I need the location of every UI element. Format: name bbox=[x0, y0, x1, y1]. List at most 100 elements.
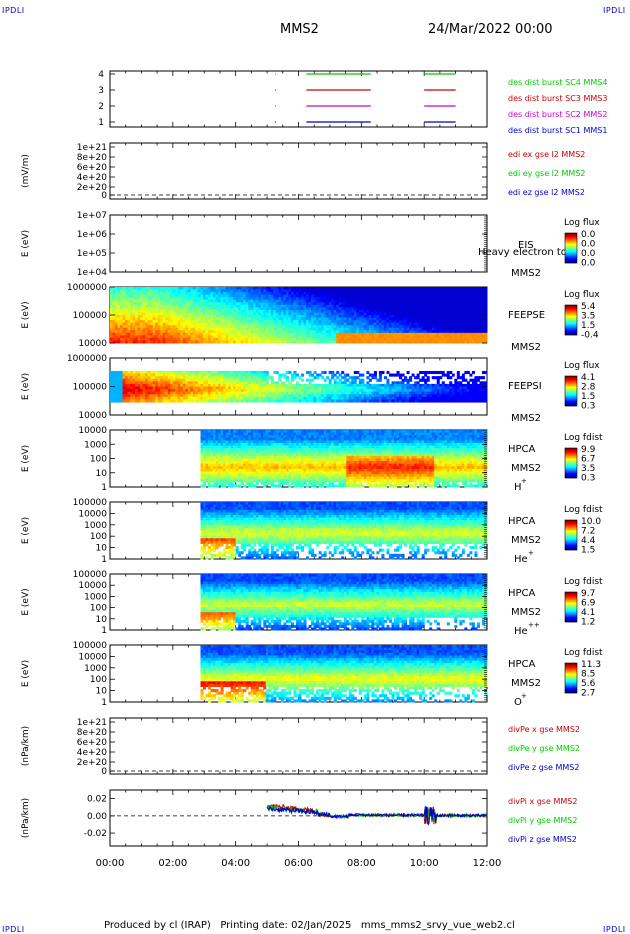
spectrogram-cell bbox=[187, 287, 191, 291]
spectrogram-cell bbox=[404, 320, 408, 324]
spectrogram-cell bbox=[170, 370, 174, 375]
spectrogram-cell bbox=[253, 292, 257, 296]
spectrogram-cell bbox=[185, 373, 189, 377]
spectrogram-cell bbox=[253, 294, 257, 298]
spectrogram-cell bbox=[235, 381, 239, 385]
spectrogram-cell bbox=[200, 312, 204, 316]
spectrogram-cell bbox=[140, 383, 144, 387]
spectrogram-cell bbox=[215, 386, 219, 390]
spectrogram-cell bbox=[436, 335, 440, 339]
spectrogram-cell bbox=[140, 317, 144, 321]
spectrogram-cell bbox=[175, 376, 179, 380]
spectrogram-cell bbox=[363, 332, 367, 336]
spectrogram-cell bbox=[353, 312, 357, 316]
spectrogram-cell bbox=[444, 340, 448, 344]
spectrogram-cell bbox=[150, 381, 154, 385]
spectrogram-cell bbox=[368, 289, 372, 293]
spectrogram-cell bbox=[135, 389, 139, 393]
spectrogram-cell bbox=[127, 309, 131, 313]
spectrogram-cell bbox=[358, 332, 362, 336]
spectrogram-cell bbox=[190, 287, 194, 291]
spectrogram-cell bbox=[208, 394, 212, 398]
spectrogram-cell bbox=[170, 396, 174, 400]
spectrogram-cell bbox=[263, 302, 267, 306]
spectrogram-cell bbox=[268, 330, 272, 334]
spectrogram-cell bbox=[484, 302, 488, 306]
spectrogram-cell bbox=[399, 312, 403, 316]
spectrogram-cell bbox=[479, 315, 483, 319]
burst-legend: des dist burst SC1 MMS1 bbox=[508, 126, 607, 135]
spectrogram-cell bbox=[288, 320, 292, 324]
spectrogram-cell bbox=[165, 340, 169, 344]
spectrogram-cell bbox=[288, 370, 292, 375]
spectrogram-cell bbox=[145, 287, 149, 291]
spectrogram-cell bbox=[383, 289, 387, 293]
spectrogram-cell bbox=[318, 386, 322, 390]
spectrogram-cell bbox=[353, 394, 357, 398]
spectrogram-cell bbox=[461, 287, 465, 291]
spectrogram-cell bbox=[406, 302, 410, 306]
spectrogram-cell bbox=[122, 373, 126, 377]
spectrogram-cell bbox=[416, 294, 420, 298]
spectrogram-cell bbox=[446, 289, 450, 293]
spectrogram-cell bbox=[394, 335, 398, 339]
spectrogram-cell bbox=[213, 304, 217, 308]
spectrogram-cell bbox=[401, 337, 405, 341]
colorbar-cell bbox=[565, 252, 577, 254]
spectrogram-cell bbox=[265, 287, 269, 291]
spectrogram-cell bbox=[378, 389, 382, 393]
spectrogram-cell bbox=[343, 309, 347, 313]
spectrogram-cell bbox=[112, 309, 116, 313]
spectrogram-cell bbox=[145, 378, 149, 382]
spectrogram-cell bbox=[263, 399, 267, 403]
spectrogram-cell bbox=[454, 320, 458, 324]
spectrogram-cell bbox=[399, 389, 403, 393]
spectrogram-cell bbox=[115, 289, 119, 293]
spectrogram-cell bbox=[363, 289, 367, 293]
spectrogram-cell bbox=[132, 317, 136, 321]
spectrogram-cell bbox=[421, 320, 425, 324]
corner-label-bottom-right: IPDLI bbox=[603, 925, 626, 934]
spectrogram-cell bbox=[245, 337, 249, 341]
spectrogram-cell bbox=[192, 315, 196, 319]
spectrogram-cell bbox=[230, 383, 234, 387]
spectrogram-cell bbox=[404, 297, 408, 301]
spectrogram-cell bbox=[130, 294, 134, 298]
spectrogram-cell bbox=[208, 304, 212, 308]
spectrogram-cell bbox=[351, 383, 355, 387]
spectrogram-cell bbox=[182, 307, 186, 311]
spectrogram-cell bbox=[140, 294, 144, 298]
spectrogram-cell bbox=[439, 340, 443, 344]
spectrogram-cell bbox=[371, 292, 375, 296]
spectrogram-cell bbox=[409, 294, 413, 298]
spectrogram-cell bbox=[429, 337, 433, 341]
spectrogram-cell bbox=[388, 315, 392, 319]
spectrogram-cell bbox=[225, 337, 229, 341]
spectrogram-cell bbox=[476, 340, 480, 344]
spectrogram-cell bbox=[145, 304, 149, 308]
spectrogram-cell bbox=[130, 381, 134, 385]
spectrogram-cell bbox=[333, 399, 337, 403]
spectrogram-cell bbox=[459, 312, 463, 316]
spectrogram-cell bbox=[140, 307, 144, 311]
spectrogram-cell bbox=[238, 294, 242, 298]
spectrogram-cell bbox=[210, 340, 214, 344]
spectrogram-cell bbox=[180, 307, 184, 311]
spectrogram-cell bbox=[449, 309, 453, 313]
spectrogram-cell bbox=[298, 317, 302, 321]
spectrogram-cell bbox=[421, 322, 425, 326]
spectrogram-cell bbox=[197, 297, 201, 301]
spectrogram-cell bbox=[376, 297, 380, 301]
spectrogram-cell bbox=[456, 340, 460, 344]
spectrogram-cell bbox=[278, 297, 282, 301]
spectrogram-cell bbox=[376, 389, 380, 393]
spectrogram-cell bbox=[187, 322, 191, 326]
spectrogram-cell bbox=[326, 325, 330, 329]
spectrogram-cell bbox=[273, 391, 277, 395]
spectrogram-cell bbox=[250, 322, 254, 326]
spectrogram-cell bbox=[275, 307, 279, 311]
spectrogram-cell bbox=[223, 378, 227, 382]
spectrogram-cell bbox=[167, 287, 171, 291]
spectrogram-cell bbox=[238, 304, 242, 308]
spectrogram-cell bbox=[373, 386, 377, 390]
